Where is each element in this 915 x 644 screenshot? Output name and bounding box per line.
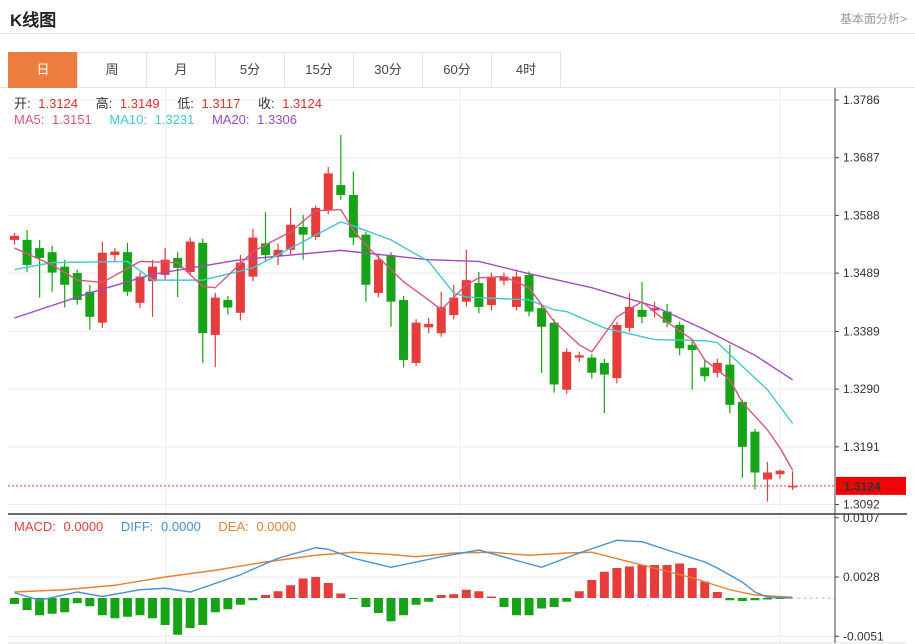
- dea-line: [14, 551, 793, 598]
- page-title: K线图: [10, 11, 57, 30]
- tab-5分[interactable]: 5分: [215, 52, 285, 88]
- price-tick-label: 1.3489: [843, 266, 880, 280]
- price-tick-label: 1.3786: [843, 93, 880, 107]
- header-divider: [0, 33, 915, 34]
- macd-lines-layer: [14, 539, 835, 601]
- price-tick-label: 1.3092: [843, 498, 880, 512]
- current-price-label: 1.3124: [836, 476, 906, 495]
- ma-lines-layer: [14, 208, 794, 471]
- price-tick-label: 1.3191: [843, 440, 880, 454]
- ma20-line: [14, 249, 793, 381]
- price-tick-label: 1.3389: [843, 324, 880, 338]
- kline-chart-canvas[interactable]: 1.3786 1.3687 1.3588 1.3489 1.3389 1.3290 1.31…: [8, 88, 907, 644]
- fundamental-analysis-link[interactable]: 基本面分析>: [839, 12, 907, 26]
- ma10-line: [14, 221, 794, 424]
- tab-60分[interactable]: 60分: [422, 52, 492, 88]
- tab-30分[interactable]: 30分: [353, 52, 423, 88]
- ma5-line: [14, 208, 794, 471]
- tab-15分[interactable]: 15分: [284, 52, 354, 88]
- period-tabs: 日周月 5分 15分 30分 60分 4时: [8, 52, 561, 88]
- price-axis-layer: 1.3786 1.3687 1.3588 1.3489 1.3389 1.3290 1.31…: [834, 88, 884, 643]
- macd-tick-label: 0.0107: [843, 511, 880, 525]
- kline-chart: 1.3786 1.3687 1.3588 1.3489 1.3389 1.3290 1.31…: [8, 88, 907, 644]
- tab-日[interactable]: 日: [8, 52, 78, 88]
- price-tick-label: 1.3687: [843, 151, 880, 165]
- tab-月[interactable]: 月: [146, 52, 216, 88]
- diff-line: [14, 539, 793, 601]
- price-tick-label: 1.3588: [843, 208, 880, 222]
- current-price-text: 1.3124: [844, 479, 881, 493]
- macd-tick-label: 0.0028: [843, 570, 880, 584]
- macd-tick-label: -0.0051: [843, 629, 884, 643]
- tab-周[interactable]: 周: [77, 52, 147, 88]
- macd-histogram-layer: [10, 563, 785, 635]
- price-tick-label: 1.3290: [843, 382, 880, 396]
- grid-layer: [8, 88, 835, 643]
- tab-4时[interactable]: 4时: [491, 52, 561, 88]
